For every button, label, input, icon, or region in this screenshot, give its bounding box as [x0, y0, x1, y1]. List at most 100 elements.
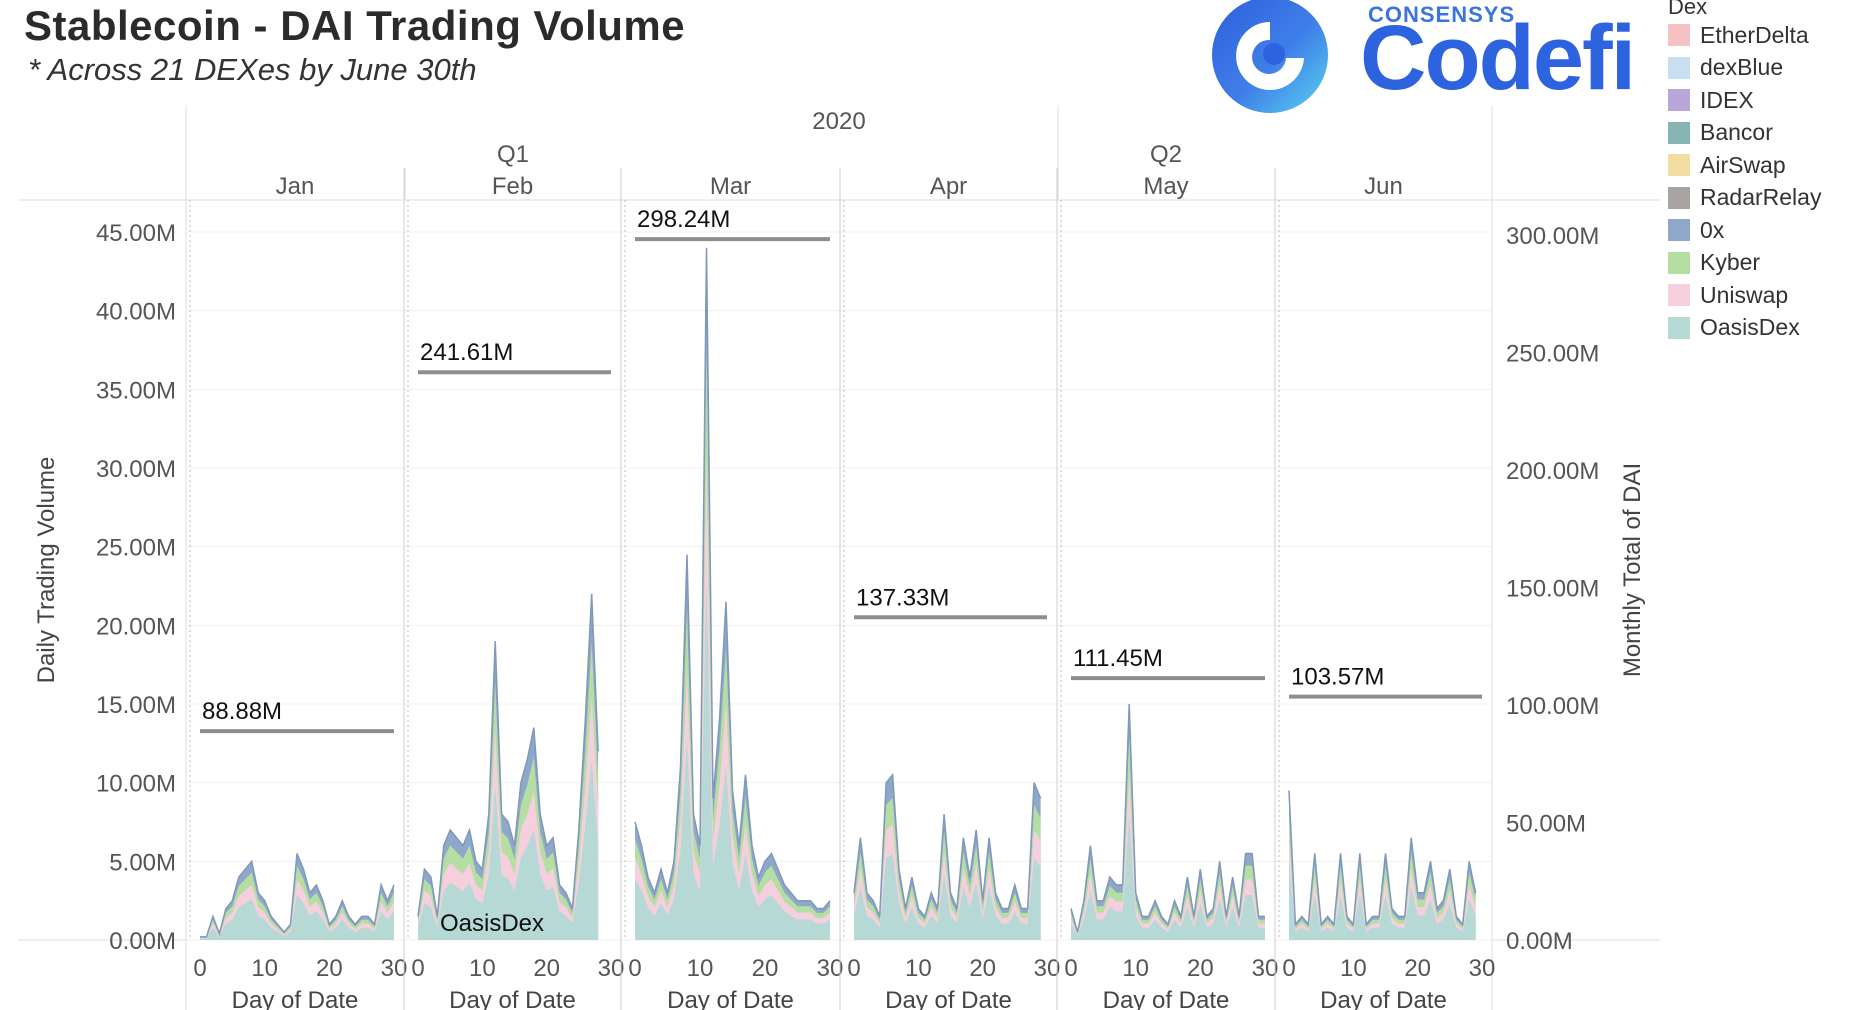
x-axis-title: Day of Date [885, 987, 1012, 1010]
month-header: Feb [492, 173, 533, 200]
y-left-tick-label: 30.00M [96, 456, 176, 483]
y-right-tick-label: 0.00M [1506, 928, 1573, 955]
x-tick-label: 30 [1469, 955, 1496, 982]
x-tick-label: 30 [381, 955, 408, 982]
monthly-total-label: 137.33M [856, 584, 949, 611]
codefi-logo: CONSENSYS Codefi [1210, 0, 1636, 125]
legend-item: Bancor [1668, 119, 1773, 146]
month-header: Apr [930, 173, 967, 200]
x-tick-label: 30 [1034, 955, 1061, 982]
daily-volume-area [635, 580, 830, 940]
legend-item: dexBlue [1668, 54, 1784, 81]
legend-item: EtherDelta [1668, 22, 1809, 48]
y-left-tick-label: 10.00M [96, 771, 176, 798]
y-left-tick-label: 20.00M [96, 613, 176, 640]
legend-item: IDEX [1668, 87, 1754, 113]
monthly-total-label: 241.61M [420, 339, 513, 366]
daily-volume-line [1288, 790, 1477, 927]
daily-volume-line [634, 247, 831, 910]
daily-volume-line [853, 772, 1042, 918]
x-axis-title: Day of Date [667, 987, 794, 1010]
x-tick-label: 10 [687, 955, 714, 982]
logo-consensys-text: CONSENSYS [1368, 2, 1516, 27]
legend-item: 0x [1668, 217, 1724, 243]
x-tick-label: 20 [1187, 955, 1214, 982]
legend-swatch [1668, 186, 1690, 209]
legend-label: Bancor [1700, 119, 1773, 145]
legend-item: Kyber [1668, 249, 1761, 276]
area-annotation: OasisDex [440, 910, 544, 937]
legend-label: Uniswap [1700, 281, 1789, 308]
y-right-tick-label: 150.00M [1506, 576, 1599, 603]
x-tick-label: 0 [411, 955, 424, 982]
y-right-axis-title: Monthly Total of DAI [1619, 463, 1646, 677]
y-left-tick-label: 45.00M [96, 220, 176, 247]
daily-volume-area [1071, 774, 1265, 940]
legend-label: Kyber [1700, 249, 1761, 275]
daily-volume-area [1071, 817, 1265, 940]
y-right-tick-label: 200.00M [1506, 458, 1599, 485]
daily-volume-area [1289, 862, 1476, 940]
x-tick-label: 20 [752, 955, 779, 982]
legend-swatch [1668, 251, 1690, 274]
daily-volume-area [854, 854, 1041, 940]
x-tick-label: 10 [469, 955, 496, 982]
x-tick-label: 10 [905, 955, 932, 982]
x-axis-title: Day of Date [1320, 987, 1447, 1010]
y-right-tick-label: 250.00M [1506, 341, 1599, 368]
legend-label: IDEX [1700, 86, 1754, 113]
quarter-header: Q2 [1150, 141, 1182, 168]
y-right-tick-label: 300.00M [1506, 223, 1599, 250]
x-tick-label: 10 [1340, 955, 1367, 982]
daily-volume-area [418, 760, 599, 940]
month-header: May [1143, 173, 1188, 200]
x-tick-label: 10 [1122, 955, 1149, 982]
monthly-total-label: 103.57M [1291, 664, 1384, 691]
legend-swatch [1668, 56, 1690, 79]
legend-title: Dex [1668, 0, 1708, 19]
legend-label: AirSwap [1700, 151, 1786, 178]
y-left-tick-label: 40.00M [96, 299, 176, 326]
x-tick-label: 0 [193, 955, 206, 982]
legend-label: RadarRelay [1700, 184, 1822, 210]
x-tick-label: 20 [316, 955, 343, 982]
legend-item: RadarRelay [1668, 184, 1822, 211]
codefi-logo-mark [1212, 0, 1328, 113]
y-left-tick-label: 5.00M [109, 849, 176, 876]
daily-volume-area [418, 642, 599, 940]
x-axis-title: Day of Date [1103, 987, 1230, 1010]
x-tick-label: 20 [969, 955, 996, 982]
legend-item: OasisDex [1668, 314, 1800, 341]
daily-volume-line [417, 593, 599, 917]
legend-swatch [1668, 316, 1690, 339]
y-left-tick-label: 35.00M [96, 377, 176, 404]
y-left-tick-label: 25.00M [96, 535, 176, 562]
legend-swatch [1668, 219, 1690, 241]
legend-label: EtherDelta [1700, 21, 1809, 48]
legend-swatch [1668, 24, 1690, 46]
y-right-tick-label: 100.00M [1506, 693, 1599, 720]
x-tick-label: 30 [598, 955, 625, 982]
x-tick-label: 10 [251, 955, 278, 982]
month-header: Mar [710, 173, 751, 200]
monthly-total-label: 111.45M [1073, 645, 1163, 672]
legend-item: AirSwap [1668, 152, 1786, 178]
legend-label: dexBlue [1700, 54, 1784, 80]
x-tick-label: 30 [1252, 955, 1279, 982]
x-tick-label: 20 [1404, 955, 1431, 982]
daily-volume-line [1070, 703, 1265, 933]
legend-swatch [1668, 89, 1690, 111]
y-left-axis-title: Daily Trading Volume [33, 457, 60, 684]
x-tick-label: 0 [628, 955, 641, 982]
daily-volume-area [200, 895, 394, 940]
daily-volume-line [200, 853, 395, 938]
legend-label: OasisDex [1700, 314, 1800, 340]
legend-item: Uniswap [1668, 282, 1788, 308]
legend-label: 0x [1700, 216, 1725, 243]
x-tick-label: 0 [1064, 955, 1077, 982]
logo-codefi-text: Codefi [1360, 7, 1636, 109]
daily-volume-area [418, 697, 599, 940]
x-tick-label: 20 [533, 955, 560, 982]
year-header: 2020 [812, 108, 865, 135]
legend-swatch [1668, 121, 1690, 144]
